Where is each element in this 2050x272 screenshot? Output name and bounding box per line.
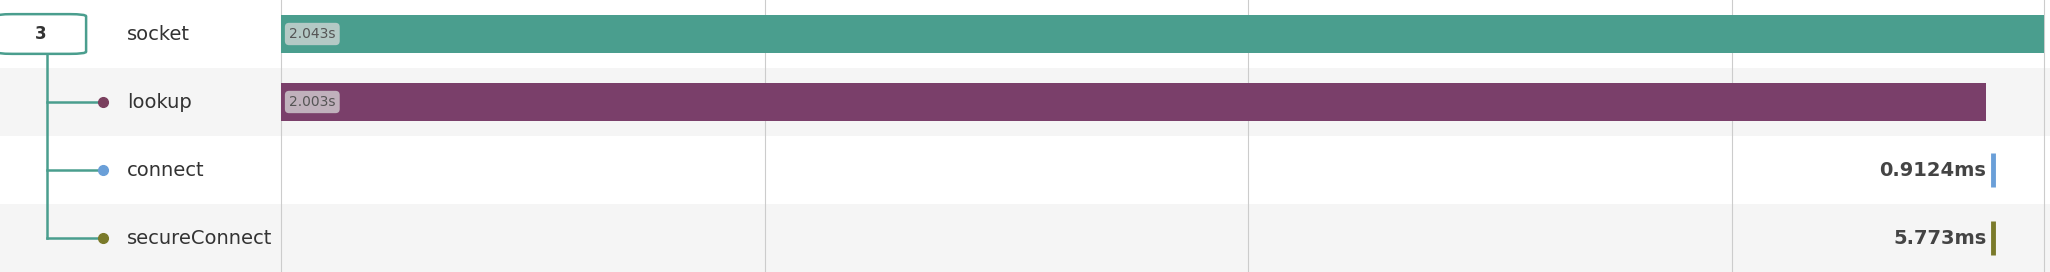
FancyBboxPatch shape <box>0 14 86 54</box>
Bar <box>281 15 2044 53</box>
Text: 3: 3 <box>35 25 47 43</box>
Text: socket: socket <box>127 24 191 44</box>
Bar <box>0 68 2050 136</box>
Bar <box>0 0 2050 68</box>
Text: connect: connect <box>127 160 205 180</box>
Text: 5.773ms: 5.773ms <box>1894 228 1986 248</box>
Text: 2.003s: 2.003s <box>289 95 336 109</box>
Text: lookup: lookup <box>127 92 193 112</box>
Text: 2.043s: 2.043s <box>289 27 336 41</box>
Bar <box>0 204 2050 272</box>
Bar <box>281 83 1986 121</box>
Text: secureConnect: secureConnect <box>127 228 273 248</box>
Text: 0.9124ms: 0.9124ms <box>1880 160 1986 180</box>
Bar <box>0 136 2050 204</box>
